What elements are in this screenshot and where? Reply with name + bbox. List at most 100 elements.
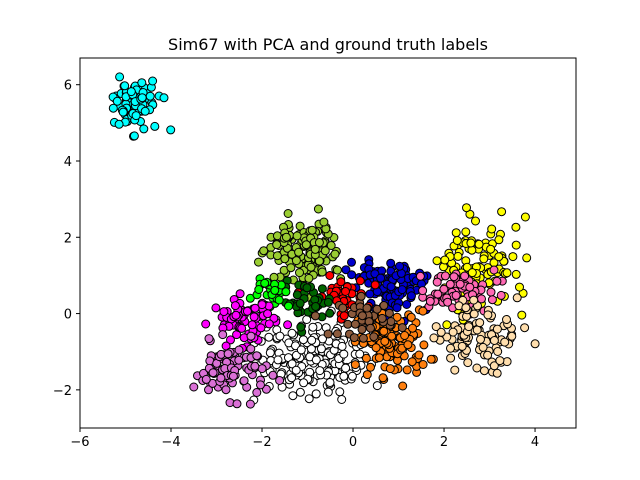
data-point <box>467 268 477 278</box>
y-tick-label: 6 <box>64 79 72 94</box>
data-point <box>496 290 506 300</box>
data-point <box>400 331 410 340</box>
data-point <box>339 371 349 381</box>
series-13 <box>189 330 285 409</box>
axes-frame <box>79 57 577 429</box>
data-point <box>467 245 477 255</box>
data-point <box>406 312 416 322</box>
data-point <box>166 125 176 135</box>
data-point <box>362 303 372 313</box>
data-point <box>380 336 390 346</box>
data-point <box>357 324 367 334</box>
data-point <box>443 297 453 307</box>
data-point <box>306 262 316 272</box>
data-point <box>469 295 479 305</box>
data-point <box>302 283 312 293</box>
x-tick-label: 4 <box>531 435 539 450</box>
data-point <box>341 287 350 296</box>
data-point <box>274 295 284 305</box>
series-0 <box>108 72 176 141</box>
data-point <box>283 320 293 330</box>
data-point <box>115 72 125 82</box>
data-point <box>264 332 274 342</box>
data-point <box>436 327 446 337</box>
data-point <box>325 378 335 387</box>
data-point <box>245 399 255 409</box>
data-point <box>201 374 211 384</box>
data-point <box>508 252 518 262</box>
data-point <box>465 282 475 292</box>
data-point <box>325 308 335 318</box>
data-point <box>472 325 482 335</box>
data-point <box>319 217 329 227</box>
data-point <box>530 339 540 349</box>
data-point <box>265 348 275 358</box>
data-point <box>287 328 297 338</box>
series-11 <box>310 291 407 343</box>
data-point <box>326 241 336 250</box>
data-point <box>517 310 527 320</box>
data-point <box>494 252 504 262</box>
data-point <box>335 387 345 397</box>
data-point <box>448 327 458 337</box>
series-5 <box>429 293 540 378</box>
data-point <box>234 345 244 355</box>
series-1 <box>254 204 346 302</box>
data-point <box>114 119 124 129</box>
data-point <box>462 203 471 213</box>
data-point <box>148 76 158 86</box>
series-9 <box>281 276 335 337</box>
data-point <box>317 284 327 294</box>
data-point <box>226 335 235 345</box>
data-point <box>426 354 436 364</box>
data-point <box>211 303 221 313</box>
data-point <box>419 340 429 350</box>
data-point <box>362 370 372 380</box>
data-point <box>476 334 485 344</box>
data-point <box>512 293 522 303</box>
data-point <box>341 363 351 373</box>
data-point <box>395 261 405 271</box>
data-point <box>295 387 305 397</box>
data-point <box>371 343 381 353</box>
data-point <box>286 263 296 273</box>
data-point <box>263 309 273 319</box>
data-point <box>242 306 252 316</box>
data-point <box>369 332 379 342</box>
data-point <box>330 249 340 259</box>
data-point <box>287 373 297 383</box>
data-point <box>479 366 489 376</box>
data-point <box>431 322 441 332</box>
data-point <box>386 282 396 292</box>
data-point <box>502 357 512 367</box>
data-point <box>397 323 407 333</box>
data-point <box>307 225 317 235</box>
data-point <box>361 353 371 363</box>
data-point <box>108 103 118 113</box>
data-point <box>418 360 428 369</box>
data-point <box>281 287 291 297</box>
data-point <box>315 366 325 376</box>
data-point <box>397 285 407 295</box>
data-point <box>349 333 359 343</box>
data-point <box>246 331 256 341</box>
data-point <box>461 227 471 237</box>
data-point <box>254 285 264 294</box>
data-point <box>492 276 502 286</box>
data-point <box>318 334 327 344</box>
data-point <box>150 121 160 131</box>
data-point <box>511 222 521 232</box>
data-point <box>461 303 471 313</box>
data-point <box>292 290 302 300</box>
data-point <box>221 385 231 395</box>
data-point <box>223 349 233 359</box>
data-point <box>445 279 455 289</box>
data-point <box>451 290 461 300</box>
data-point <box>452 236 462 245</box>
data-point <box>261 384 271 394</box>
data-point <box>386 258 396 268</box>
data-point <box>442 320 452 330</box>
y-tick-label: −2 <box>53 384 72 399</box>
data-point <box>365 289 375 299</box>
data-point <box>489 265 499 275</box>
